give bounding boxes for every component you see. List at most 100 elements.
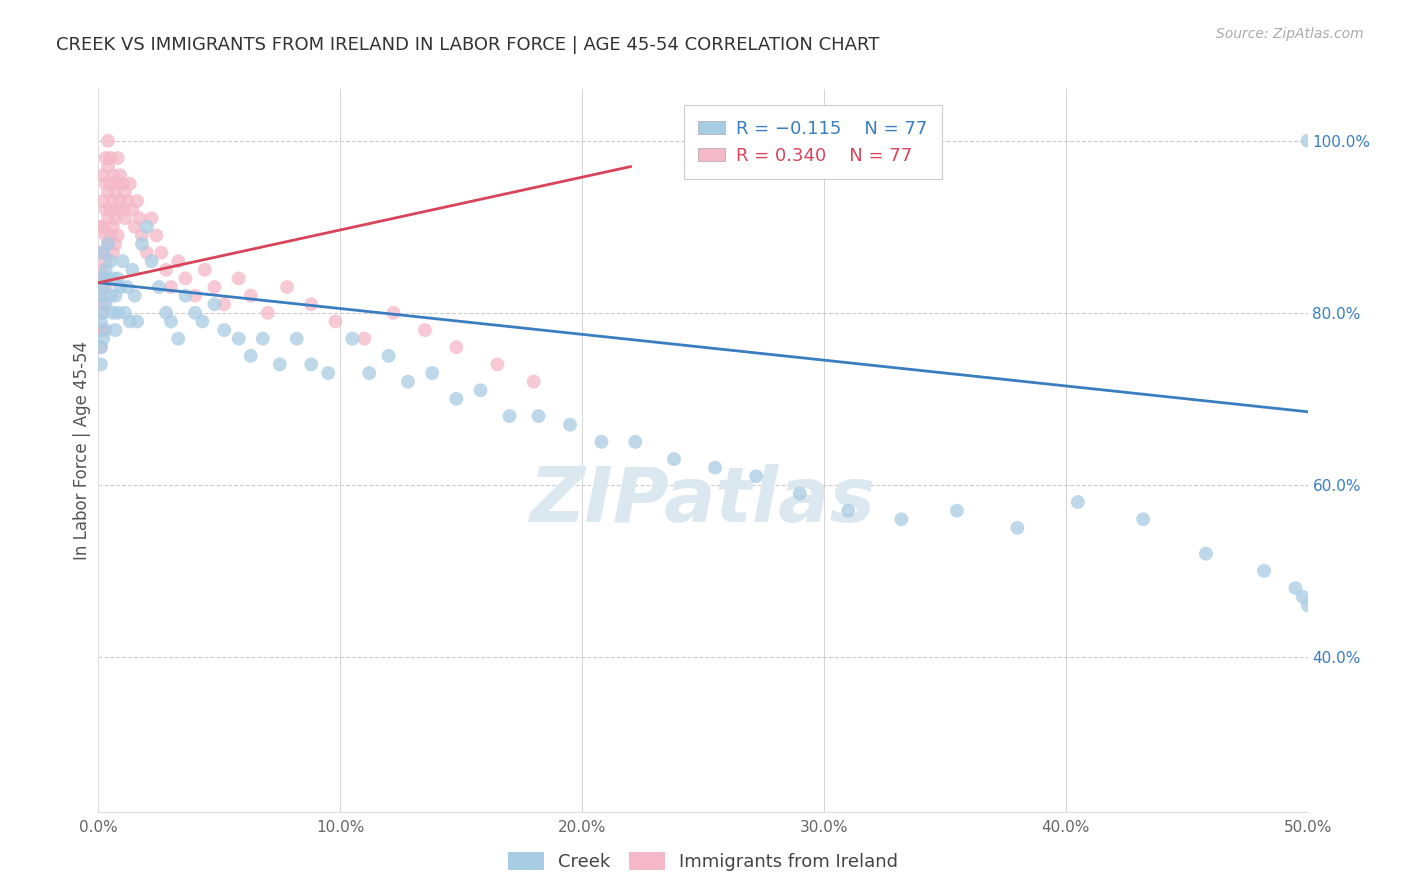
Point <box>212 297 235 311</box>
Point <box>97 211 120 226</box>
Point <box>117 194 139 208</box>
Point <box>124 219 146 234</box>
Point <box>91 168 114 182</box>
Point <box>108 168 131 182</box>
Point <box>108 280 131 294</box>
Point <box>90 323 112 337</box>
Point <box>101 306 124 320</box>
Point <box>114 306 136 320</box>
Point <box>107 202 129 217</box>
Point <box>396 375 419 389</box>
Point <box>1195 547 1218 561</box>
Point <box>269 358 291 372</box>
Point <box>745 469 768 483</box>
Point <box>141 211 163 226</box>
Point <box>107 271 129 285</box>
Point <box>90 306 112 320</box>
Point <box>97 134 120 148</box>
Point <box>111 202 134 217</box>
Point <box>94 323 117 337</box>
Point <box>1296 134 1319 148</box>
Point <box>145 228 167 243</box>
Point <box>523 375 546 389</box>
Point <box>90 288 112 302</box>
Point <box>91 245 114 260</box>
Point <box>228 332 250 346</box>
Point <box>97 237 120 252</box>
Point <box>97 160 120 174</box>
Point <box>789 486 811 500</box>
Point <box>91 271 114 285</box>
Point <box>111 254 134 268</box>
Point <box>155 263 177 277</box>
Point <box>212 323 235 337</box>
Point <box>91 245 114 260</box>
Point <box>91 219 114 234</box>
Point <box>837 503 859 517</box>
Point <box>90 340 112 354</box>
Point <box>101 245 124 260</box>
Point <box>135 219 157 234</box>
Point <box>1253 564 1275 578</box>
Point <box>101 271 124 285</box>
Point <box>94 297 117 311</box>
Point <box>104 288 127 302</box>
Point <box>420 366 443 380</box>
Point <box>299 297 322 311</box>
Point <box>662 452 685 467</box>
Point <box>160 314 183 328</box>
Point <box>128 211 150 226</box>
Point <box>1292 590 1315 604</box>
Point <box>94 202 117 217</box>
Point <box>1007 521 1029 535</box>
Point <box>325 314 347 328</box>
Point <box>104 186 127 200</box>
Point <box>155 306 177 320</box>
Point <box>94 151 117 165</box>
Point <box>316 366 339 380</box>
Point <box>486 358 509 372</box>
Point <box>114 211 136 226</box>
Point <box>90 358 112 372</box>
Point <box>124 288 146 302</box>
Point <box>167 332 190 346</box>
Point <box>94 254 117 268</box>
Point <box>91 194 114 208</box>
Point <box>256 306 278 320</box>
Point <box>946 503 969 517</box>
Point <box>131 228 153 243</box>
Point <box>100 228 122 243</box>
Point <box>353 332 375 346</box>
Point <box>117 280 139 294</box>
Point <box>94 177 117 191</box>
Point <box>285 332 308 346</box>
Point <box>174 288 197 302</box>
Point <box>91 280 114 294</box>
Point <box>446 340 468 354</box>
Point <box>91 332 114 346</box>
Point <box>382 306 405 320</box>
Point <box>121 202 143 217</box>
Point <box>413 323 436 337</box>
Point <box>107 306 129 320</box>
Point <box>97 237 120 252</box>
Y-axis label: In Labor Force | Age 45-54: In Labor Force | Age 45-54 <box>73 341 91 560</box>
Point <box>174 271 197 285</box>
Point <box>97 271 120 285</box>
Point <box>160 280 183 294</box>
Point <box>141 254 163 268</box>
Point <box>101 168 124 182</box>
Point <box>204 297 226 311</box>
Point <box>498 409 520 423</box>
Point <box>104 323 127 337</box>
Point <box>1132 512 1154 526</box>
Point <box>91 323 114 337</box>
Point <box>446 392 468 406</box>
Point <box>127 194 149 208</box>
Point <box>558 417 581 432</box>
Point <box>252 332 274 346</box>
Legend: Creek, Immigrants from Ireland: Creek, Immigrants from Ireland <box>501 845 905 879</box>
Point <box>276 280 298 294</box>
Point <box>131 237 153 252</box>
Point <box>127 314 149 328</box>
